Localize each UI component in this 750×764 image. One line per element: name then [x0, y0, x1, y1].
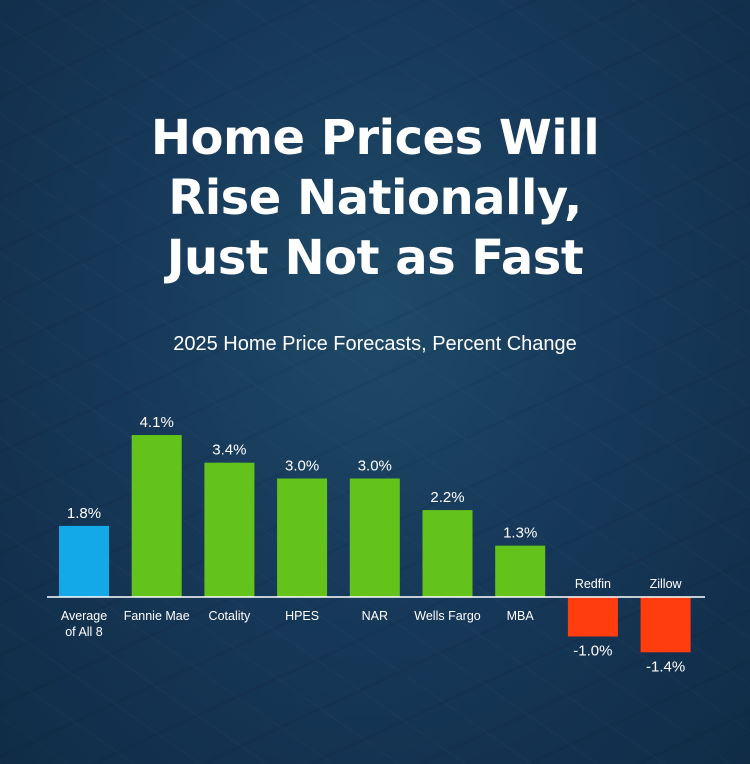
category-label-3: HPES [285, 609, 319, 623]
category-label-6: MBA [507, 609, 535, 623]
value-label-6: 1.3% [503, 525, 537, 542]
value-label-7: -1.0% [573, 643, 612, 660]
chart-subtitle: 2025 Home Price Forecasts, Percent Chang… [173, 333, 577, 355]
title-line-2: Rise Nationally, [168, 170, 582, 226]
category-label-0: Average of All 8 [61, 609, 107, 639]
bar-7 [567, 597, 618, 637]
bar-1 [131, 435, 182, 597]
bar-4 [349, 478, 400, 597]
category-label-5: Wells Fargo [414, 609, 481, 623]
bar-2 [204, 462, 255, 597]
category-label-4: NAR [362, 609, 388, 623]
value-label-1: 4.1% [140, 414, 174, 431]
page-title: Home Prices Will Rise Nationally, Just N… [0, 108, 750, 288]
value-label-8: -1.4% [646, 658, 685, 675]
bar-8 [640, 597, 691, 653]
bar-0 [59, 525, 109, 597]
value-label-3: 3.0% [285, 458, 319, 475]
value-label-4: 3.0% [358, 458, 392, 475]
category-label-2: Cotality [209, 609, 251, 623]
value-label-0: 1.8% [67, 505, 101, 522]
category-label-8: Zillow [650, 577, 683, 591]
bar-5 [422, 510, 473, 597]
bar-3 [277, 478, 328, 597]
value-label-5: 2.2% [430, 489, 464, 506]
bar-6 [495, 545, 546, 597]
title-line-1: Home Prices Will [150, 110, 600, 166]
value-label-2: 3.4% [212, 442, 246, 459]
category-label-7: Redfin [575, 577, 611, 591]
category-label-1: Fannie Mae [124, 609, 190, 623]
title-line-3: Just Not as Fast [166, 230, 584, 286]
